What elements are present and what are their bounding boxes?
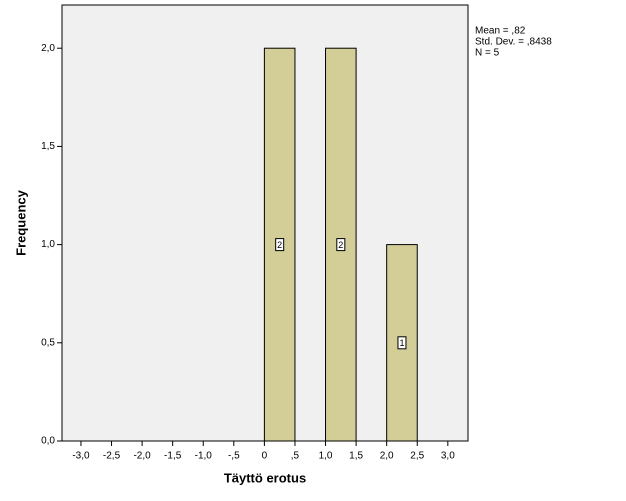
stat-annotation: N = 5 [475, 48, 500, 59]
y-tick-label: 0,0 [41, 436, 55, 447]
stat-annotation: Std. Dev. = ,8438 [475, 37, 552, 48]
x-tick-label: 1,0 [319, 451, 333, 462]
x-tick-label: 2,5 [410, 451, 424, 462]
x-tick-label: ,5 [291, 451, 300, 462]
y-axis-title: Frequency [13, 189, 28, 256]
y-tick-label: 1,5 [41, 141, 55, 152]
x-tick-label: 1,5 [349, 451, 363, 462]
x-tick-label: 3,0 [441, 451, 455, 462]
y-tick-label: 0,5 [41, 337, 55, 348]
y-tick-label: 2,0 [41, 43, 55, 54]
x-tick-label: -3,0 [72, 451, 90, 462]
x-tick-label: 2,0 [380, 451, 394, 462]
x-tick-label: -2,5 [103, 451, 121, 462]
x-tick-label: 0 [262, 451, 268, 462]
value-label: 1 [399, 338, 404, 348]
value-label: 2 [277, 240, 282, 250]
x-tick-label: -2,0 [133, 451, 151, 462]
label-box [397, 336, 407, 350]
label-box [275, 238, 285, 252]
stat-annotation: Mean = ,82 [475, 26, 526, 37]
x-tick-label: -1,5 [164, 451, 182, 462]
value-label: 2 [338, 240, 343, 250]
label-box [336, 238, 346, 252]
y-tick-label: 1,0 [41, 239, 55, 250]
x-tick-label: -1,0 [195, 451, 213, 462]
x-axis-title: Täyttö erotus [224, 470, 306, 485]
x-tick-label: -,5 [228, 451, 240, 462]
